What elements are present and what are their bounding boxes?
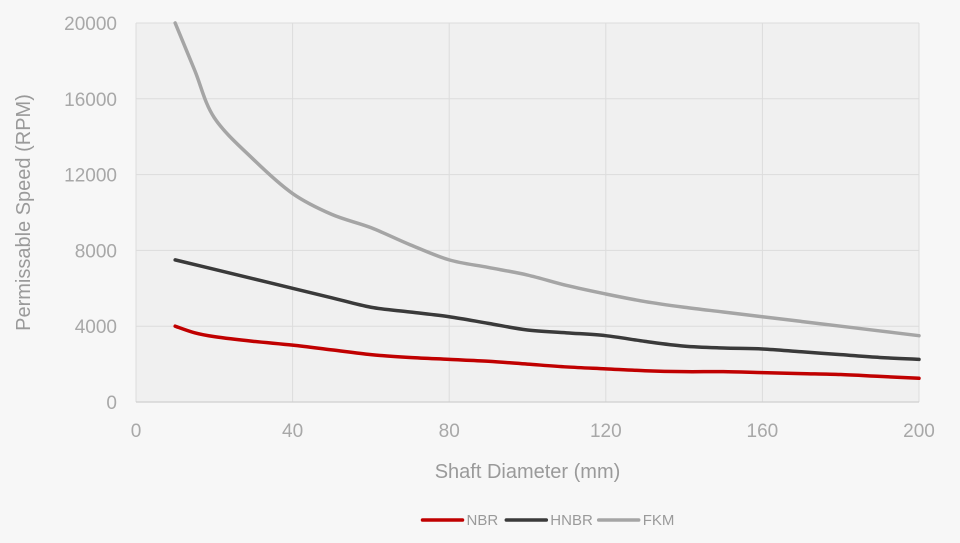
y-axis-title: Permissable Speed (RPM) — [13, 94, 35, 331]
x-tick-label: 40 — [282, 421, 303, 442]
x-tick-label: 120 — [590, 421, 622, 442]
y-tick-label: 8000 — [75, 241, 117, 262]
legend-label-hnbr: HNBR — [550, 512, 593, 529]
x-tick-label: 0 — [131, 421, 142, 442]
x-tick-label: 200 — [903, 421, 935, 442]
y-tick-label: 12000 — [64, 166, 117, 187]
x-tick-label: 160 — [747, 421, 779, 442]
y-tick-label: 16000 — [64, 90, 117, 111]
series-line-nbr — [173, 324, 921, 381]
x-axis-title: Shaft Diameter (mm) — [435, 461, 621, 483]
y-tick-label: 0 — [106, 393, 117, 414]
plot-area — [136, 23, 919, 402]
series-line-hnbr — [173, 258, 921, 362]
legend-label-nbr: NBR — [467, 512, 499, 529]
x-tick-label: 80 — [439, 421, 460, 442]
legend-label-fkm: FKM — [643, 512, 675, 529]
series-line-fkm — [173, 21, 921, 338]
y-tick-label: 4000 — [75, 317, 117, 338]
y-tick-label: 20000 — [64, 14, 117, 35]
